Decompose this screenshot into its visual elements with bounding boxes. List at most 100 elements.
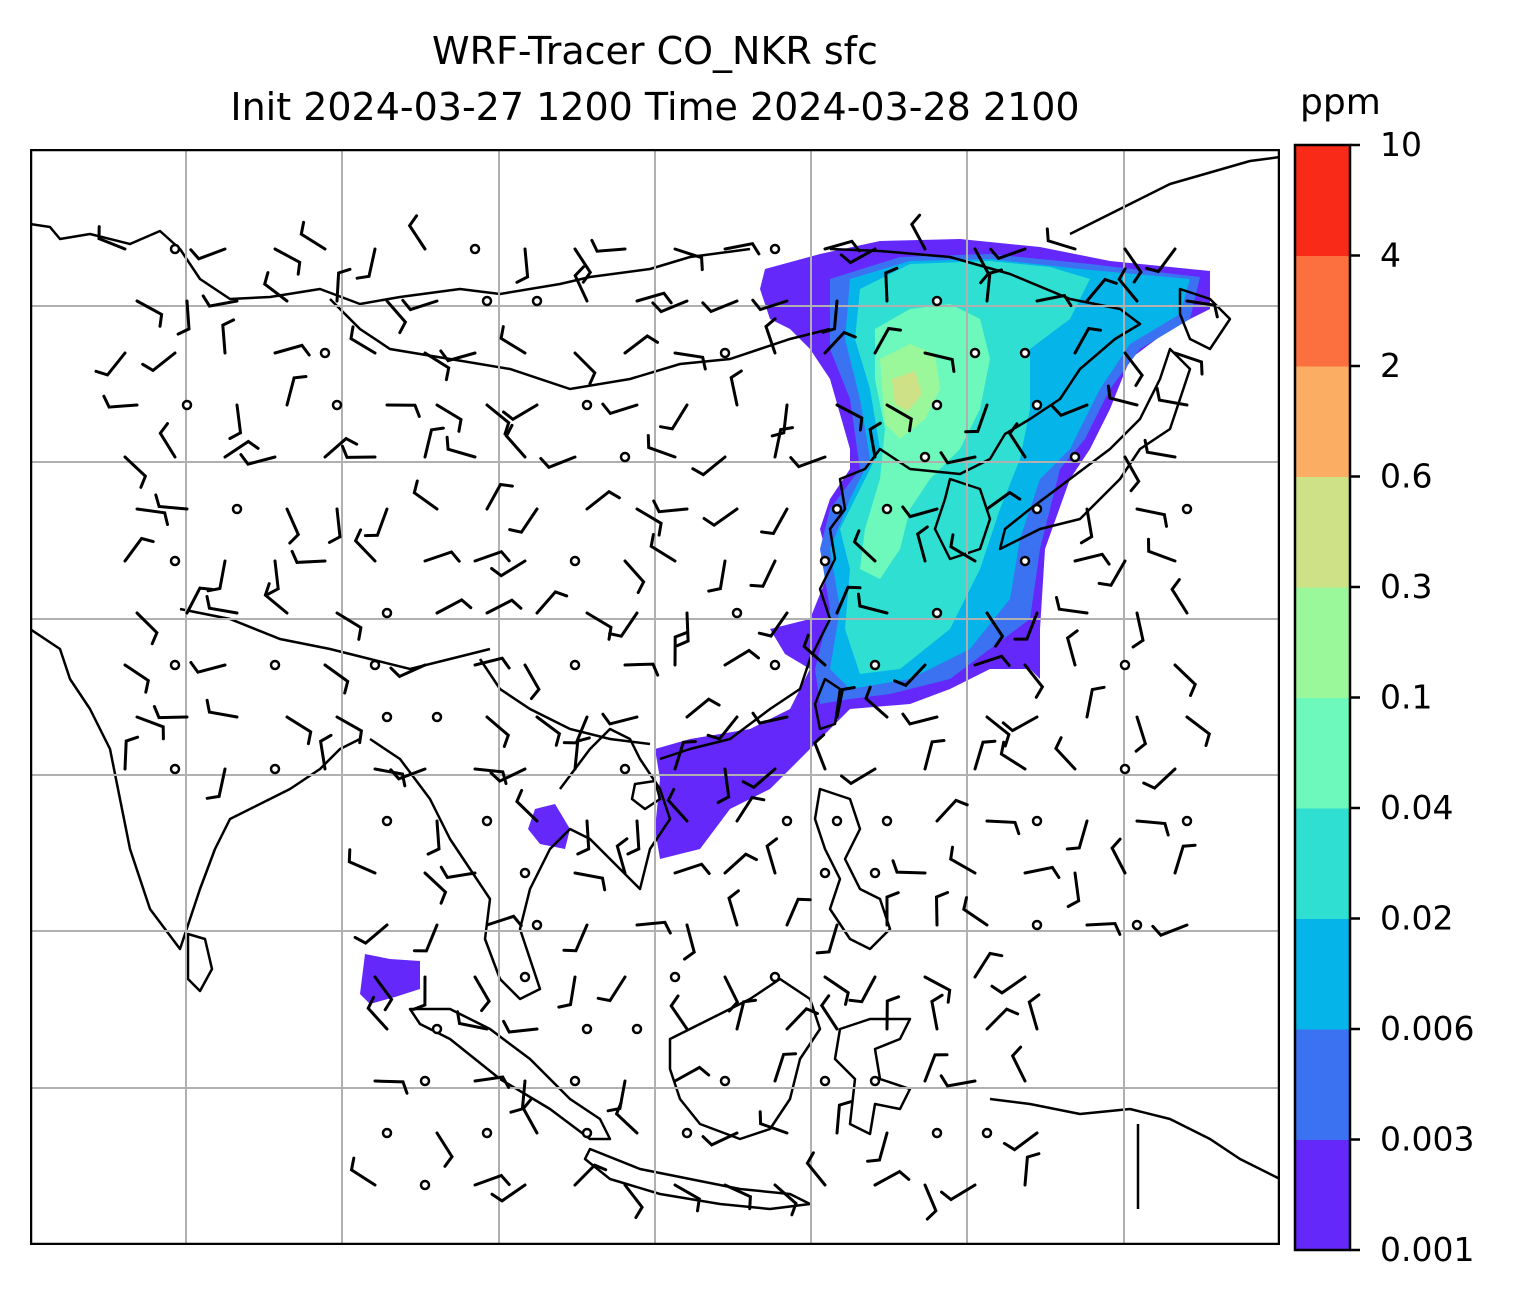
wind-barb xyxy=(473,549,511,563)
calm-wind-marker xyxy=(1019,555,1031,567)
calm-wind-marker xyxy=(419,1179,431,1191)
wind-barb xyxy=(1051,403,1089,418)
wind-barb xyxy=(835,686,856,719)
colorbar-segment xyxy=(1295,1139,1350,1251)
wind-barb xyxy=(102,394,139,409)
wind-barb xyxy=(1073,326,1102,355)
wind-barb xyxy=(939,1074,977,1088)
wind-barb xyxy=(935,798,969,823)
wind-barb xyxy=(885,995,901,1031)
calm-wind-marker xyxy=(1181,503,1193,515)
calm-wind-marker xyxy=(669,971,681,983)
wind-barb xyxy=(685,697,721,719)
wind-barb xyxy=(623,559,646,595)
calm-wind-marker xyxy=(519,971,531,983)
border-china-southeast-asia xyxy=(478,658,651,746)
tracer-plume xyxy=(360,239,1210,1004)
wind-barb xyxy=(521,1097,539,1135)
wind-barb xyxy=(885,403,913,433)
wind-barb xyxy=(823,975,850,1006)
wind-barb xyxy=(723,975,740,1013)
wind-barb xyxy=(873,326,902,355)
wind-barb xyxy=(349,325,377,355)
wind-barb xyxy=(673,1065,711,1083)
wind-barb xyxy=(123,735,140,771)
colorbar-segment xyxy=(1295,476,1350,588)
map-frame xyxy=(30,149,1280,1245)
wind-barb xyxy=(923,1183,938,1221)
colorbar-tick-label: 0.02 xyxy=(1380,899,1453,938)
colorbar-tick-label: 0.04 xyxy=(1380,788,1453,827)
wind-barb xyxy=(813,733,827,771)
wind-barb xyxy=(973,739,997,771)
colorbar-segment xyxy=(1295,145,1350,256)
wind-barb xyxy=(723,852,758,875)
wind-barb xyxy=(765,837,779,875)
wind-barb xyxy=(412,923,439,953)
wind-barb xyxy=(590,238,627,253)
calm-wind-marker xyxy=(581,399,593,411)
wind-barb xyxy=(485,914,523,928)
wind-barb xyxy=(435,1131,454,1168)
wind-barb xyxy=(123,455,148,489)
wind-barb xyxy=(985,819,1021,836)
wind-barb xyxy=(135,611,159,646)
calm-wind-marker xyxy=(531,919,543,931)
wind-barb xyxy=(751,711,789,725)
wind-barb xyxy=(285,375,308,407)
calm-wind-marker xyxy=(181,399,193,411)
calm-wind-marker xyxy=(619,763,631,775)
colorbar-segment xyxy=(1295,255,1350,367)
wind-barb xyxy=(535,715,562,747)
wind-barb xyxy=(1110,837,1127,875)
wind-barb xyxy=(646,434,677,459)
wind-barb xyxy=(1145,247,1177,274)
wind-barb xyxy=(835,403,864,432)
wind-barb xyxy=(773,1052,798,1083)
wind-barb xyxy=(923,351,956,373)
wind-barb xyxy=(707,559,727,593)
calm-wind-marker xyxy=(931,399,943,411)
wind-barb xyxy=(176,299,191,336)
wind-barb xyxy=(502,403,539,422)
wind-barb xyxy=(1001,715,1039,733)
wind-barb xyxy=(623,662,660,677)
wind-barb xyxy=(891,859,927,875)
wind-barb xyxy=(1134,715,1148,753)
calm-wind-marker xyxy=(869,1075,881,1087)
wind-barb xyxy=(785,1007,819,1031)
wind-barb xyxy=(1023,1152,1041,1187)
colorbar: 0.001 0.003 0.006 0.02 0.04 0.1 0.3 0.6 2 4 10 xyxy=(1293,125,1474,1269)
wind-barb xyxy=(585,489,621,511)
wind-barb xyxy=(485,598,523,615)
wind-barbs xyxy=(94,213,1219,1221)
colorbar-segment xyxy=(1295,366,1350,477)
wind-barb xyxy=(1002,1131,1039,1152)
plume-level-7 xyxy=(892,371,922,411)
wind-barb xyxy=(840,767,877,786)
calm-wind-marker xyxy=(1019,347,1031,359)
calm-wind-marker xyxy=(869,659,881,671)
coastline-hokkaido xyxy=(1178,287,1232,351)
wind-barb xyxy=(985,268,1003,303)
wind-barb xyxy=(673,1183,701,1213)
wind-barb xyxy=(445,435,477,459)
wind-barb xyxy=(823,330,857,355)
wind-barb xyxy=(1066,871,1081,908)
wind-barb xyxy=(539,455,577,470)
wind-barb xyxy=(805,1151,827,1187)
wind-barb xyxy=(285,715,313,746)
wind-barb xyxy=(852,529,877,563)
wind-barb xyxy=(439,865,477,880)
border-mongolia xyxy=(329,298,831,391)
wind-barb xyxy=(1007,422,1027,459)
wind-barb xyxy=(1170,578,1189,615)
calm-wind-marker xyxy=(569,1075,581,1087)
wind-barb xyxy=(389,663,427,679)
wind-barb xyxy=(1117,267,1139,303)
calm-wind-marker xyxy=(931,1127,943,1139)
wind-barb xyxy=(623,1183,644,1219)
wind-barb xyxy=(1173,843,1197,875)
wind-barb xyxy=(239,453,277,466)
wind-barb xyxy=(901,712,939,726)
